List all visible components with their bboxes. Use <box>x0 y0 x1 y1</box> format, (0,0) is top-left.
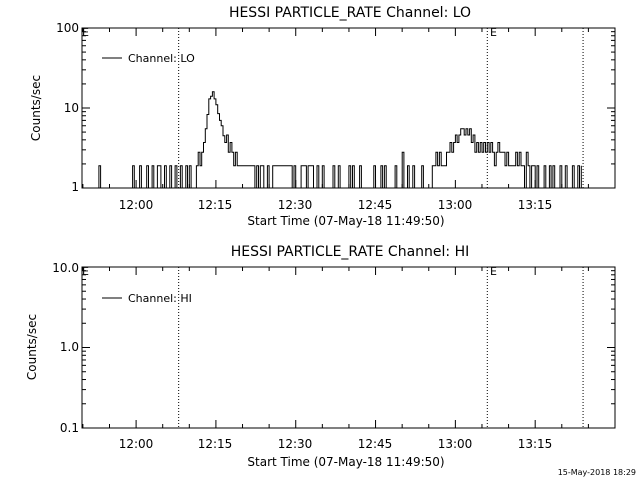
hi-y-tick-label: 0.1 <box>60 421 79 435</box>
hi-x-tick-label: 12:00 <box>119 437 154 451</box>
hi-legend: Channel: HI <box>102 292 192 305</box>
lo-legend-label: Channel: LO <box>128 52 195 65</box>
lo-marker-label: E <box>82 26 89 39</box>
lo-rate-series-line <box>97 91 582 189</box>
lo-x-tick-label: 13:15 <box>518 198 553 212</box>
lo-y-tick-label: 100 <box>56 21 79 35</box>
lo-y-axis-label: Counts/sec <box>29 75 43 141</box>
lo-chart-title: HESSI PARTICLE_RATE Channel: LO <box>229 5 471 21</box>
lo-marker-label: E <box>490 26 497 39</box>
lo-x-tick-label: 12:15 <box>198 198 233 212</box>
hi-y-tick-label: 10.0 <box>52 261 79 275</box>
hi-y-axis-label: Counts/sec <box>25 314 39 380</box>
hi-x-tick-labels: 12:00 12:15 12:30 12:45 13:00 13:15 <box>119 437 553 451</box>
footer-timestamp: 15-May-2018 18:29 <box>558 468 636 477</box>
hi-x-tick-label: 12:30 <box>278 437 313 451</box>
lo-legend: Channel: LO <box>102 52 195 65</box>
hi-x-tick-label: 13:00 <box>438 437 473 451</box>
hi-channel-panel: HESSI PARTICLE_RATE Channel: HI Counts/s… <box>25 244 616 469</box>
hi-chart-title: HESSI PARTICLE_RATE Channel: HI <box>231 244 469 260</box>
lo-channel-panel: HESSI PARTICLE_RATE Channel: LO Counts/s… <box>29 5 616 228</box>
lo-x-tick-labels: 12:00 12:15 12:30 12:45 13:00 13:15 <box>119 198 553 212</box>
hi-x-tick-label: 12:15 <box>198 437 233 451</box>
lo-y-tick-label: 1 <box>71 180 79 194</box>
lo-x-tick-label: 12:30 <box>278 198 313 212</box>
hi-x-tick-label: 12:45 <box>358 437 393 451</box>
hi-legend-label: Channel: HI <box>128 292 192 305</box>
lo-x-tick-label: 12:00 <box>119 198 154 212</box>
lo-y-tick-labels: 1 10 100 <box>56 21 79 194</box>
lo-y-tick-label: 10 <box>64 101 79 115</box>
hi-marker-label: E <box>490 265 497 278</box>
hi-marker-label: E <box>82 265 89 278</box>
hi-x-axis-label: Start Time (07-May-18 11:49:50) <box>247 455 444 469</box>
hi-y-tick-labels: 0.1 1.0 10.0 <box>52 261 79 435</box>
lo-x-axis-label: Start Time (07-May-18 11:49:50) <box>247 214 444 228</box>
lo-x-tick-label: 12:45 <box>358 198 393 212</box>
hi-y-tick-label: 1.0 <box>60 340 79 354</box>
hi-x-tick-label: 13:15 <box>518 437 553 451</box>
lo-x-tick-label: 13:00 <box>438 198 473 212</box>
